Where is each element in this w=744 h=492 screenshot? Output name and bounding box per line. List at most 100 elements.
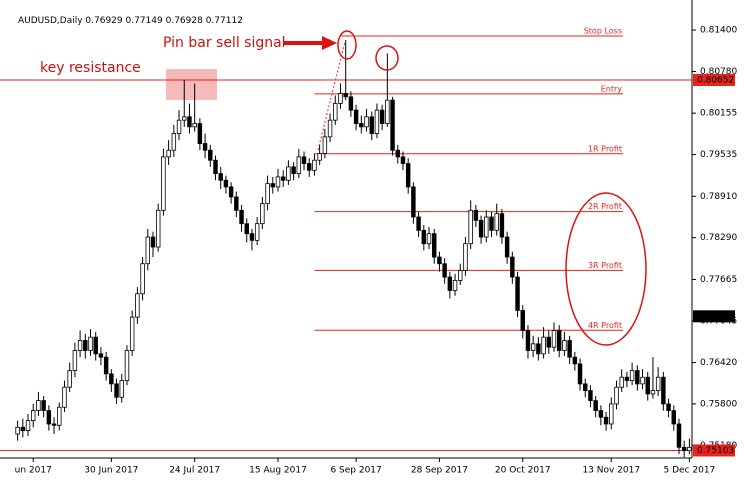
candle-body	[88, 336, 93, 351]
y-tick-label: 0.80155	[700, 109, 737, 119]
candle-body	[296, 156, 302, 174]
candle-body	[239, 209, 244, 225]
open: 0.76929	[85, 16, 122, 26]
y-tick-label: 0.78290	[700, 233, 737, 243]
low: 0.76928	[166, 16, 203, 26]
candle-body	[489, 216, 494, 231]
pin-bar-circle	[375, 45, 399, 71]
candle-body	[93, 336, 98, 355]
candle-body	[405, 163, 411, 188]
candle-body	[270, 183, 276, 188]
candle-body	[603, 416, 609, 425]
candle-body	[588, 390, 593, 401]
candle-body	[541, 336, 546, 355]
candle-body	[562, 340, 567, 351]
candle-body	[452, 280, 458, 291]
signal-arrow-head	[322, 36, 337, 50]
candle-body	[447, 276, 453, 291]
candle-body	[119, 380, 124, 398]
candle-body	[515, 276, 520, 311]
candle-body	[327, 119, 333, 138]
candle-body	[635, 370, 640, 385]
bid-price-box	[693, 310, 735, 323]
candle-body	[275, 176, 281, 188]
y-tick-label: 0.79535	[700, 150, 737, 160]
candle-body	[72, 350, 78, 371]
candle-body	[687, 446, 692, 452]
candle-body	[598, 410, 604, 418]
level-label: Entry	[601, 84, 623, 93]
candle-body	[338, 93, 343, 104]
candle-body	[166, 149, 171, 158]
candle-body	[25, 420, 31, 432]
candle-body	[192, 123, 197, 128]
candle-body	[614, 386, 619, 405]
candle-body	[140, 263, 145, 295]
x-tick-label: 24 Jul 2017	[169, 466, 220, 476]
x-tick-label: 5 Dec 2017	[664, 466, 716, 476]
candle-body	[499, 213, 505, 238]
candle-body	[661, 376, 666, 405]
signal-guide	[317, 41, 346, 151]
candle-body	[583, 383, 588, 391]
candle-body	[650, 390, 656, 395]
candle-body	[593, 400, 598, 411]
candle-body	[244, 223, 249, 235]
candle-body	[280, 176, 286, 181]
candle-body	[510, 256, 515, 278]
x-tick-label: un 2017	[15, 466, 52, 476]
candle-body	[41, 400, 46, 411]
candle-body	[619, 376, 624, 388]
candle-body	[504, 236, 510, 258]
level-label: 4R Profit	[588, 321, 622, 330]
candle-body	[208, 149, 213, 161]
candle-body	[223, 179, 229, 188]
candle-body	[640, 376, 645, 385]
candle-body	[645, 376, 650, 395]
candle-body	[385, 99, 390, 124]
candle-body	[265, 183, 270, 205]
candle-body	[31, 410, 36, 422]
candle-body	[234, 196, 239, 211]
close: 0.77112	[206, 16, 243, 26]
y-tick-label: 0.76420	[700, 358, 737, 368]
candle-body	[577, 363, 583, 385]
level-label: 2R Profit	[588, 202, 622, 211]
candle-body	[15, 426, 20, 435]
candle-body	[572, 356, 578, 365]
candle-body	[478, 219, 484, 238]
candle-body	[400, 156, 406, 164]
candle-body	[390, 99, 395, 151]
candle-body	[353, 109, 359, 124]
signal-annotation: Pin bar sell signal	[163, 35, 286, 51]
x-tick-label: 28 Sep 2017	[411, 466, 468, 476]
pin-bar-circle	[337, 30, 357, 60]
candle-body	[395, 149, 400, 158]
candle-body	[260, 203, 265, 225]
candle-body	[369, 116, 374, 134]
resistance-price: 0.80652	[697, 75, 734, 85]
candle-body	[202, 143, 208, 151]
candle-body	[46, 410, 52, 425]
candle-body	[416, 216, 421, 231]
x-tick-label: 13 Nov 2017	[582, 466, 640, 476]
candle-body	[468, 209, 473, 245]
candle-body	[286, 166, 291, 181]
x-tick-label: 6 Sep 2017	[330, 466, 381, 476]
candle-body	[109, 373, 114, 385]
candle-body	[312, 159, 317, 171]
candle-body	[530, 343, 536, 351]
candle-body	[77, 340, 83, 351]
y-tick-label: 0.75800	[700, 399, 737, 409]
candle-body	[150, 236, 156, 248]
candle-body	[421, 229, 427, 245]
candle-body	[442, 263, 447, 278]
candle-body	[343, 93, 348, 98]
resistance-annotation: key resistance	[40, 60, 141, 76]
y-tick-label: 0.78910	[700, 192, 737, 202]
symbol: AUDUSD,Daily	[18, 16, 83, 26]
candle-body	[551, 330, 557, 348]
candle-body	[129, 316, 135, 351]
candle-body	[62, 386, 67, 408]
candle-body	[609, 403, 614, 425]
